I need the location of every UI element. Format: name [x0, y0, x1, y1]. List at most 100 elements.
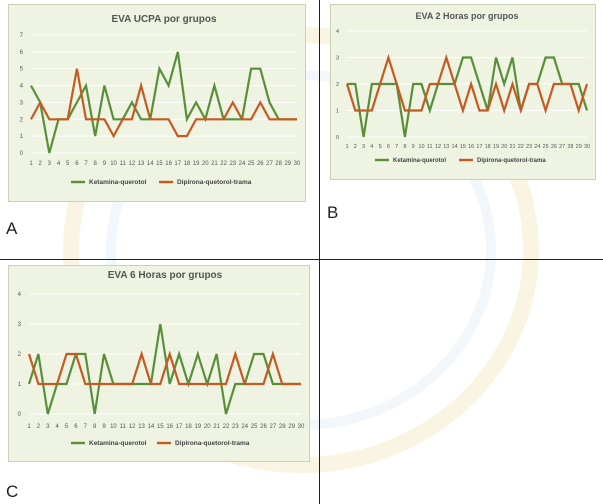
x-tick-label: 18 [184, 161, 191, 167]
series-line-dipirona [345, 53, 589, 115]
x-tick-label: 22 [518, 144, 524, 150]
y-tick-label: 0 [18, 412, 22, 418]
x-tick-label: 24 [239, 161, 246, 167]
panel-label-a: A [6, 219, 18, 238]
x-tick-label: 14 [148, 424, 155, 430]
x-tick-label: 5 [379, 144, 382, 150]
x-tick-label: 29 [288, 424, 295, 430]
x-tick-label: 16 [165, 161, 172, 167]
x-tick-label: 4 [370, 144, 373, 150]
x-tick-label: 17 [476, 144, 482, 150]
x-tick-label: 15 [460, 144, 466, 150]
x-tick-label: 29 [576, 144, 582, 150]
x-tick-label: 10 [110, 424, 117, 430]
vertical-divider [319, 0, 320, 504]
x-tick-label: 13 [138, 161, 145, 167]
x-tick-label: 13 [443, 144, 449, 150]
x-tick-label: 27 [266, 161, 273, 167]
y-tick-label: 3 [20, 100, 24, 106]
x-tick-label: 28 [567, 144, 573, 150]
y-tick-label: 3 [336, 56, 339, 62]
x-tick-label: 18 [485, 144, 491, 150]
x-tick-label: 6 [387, 144, 390, 150]
legend-label: Dipirona-quetorol-trama [177, 179, 252, 186]
x-tick-label: 22 [223, 424, 230, 430]
x-tick-label: 30 [294, 161, 301, 167]
x-tick-label: 1 [345, 144, 348, 150]
x-tick-label: 5 [65, 424, 69, 430]
x-tick-label: 13 [138, 424, 145, 430]
x-tick-label: 4 [57, 161, 61, 167]
y-tick-label: 0 [20, 151, 24, 157]
series-line-dipirona [27, 350, 301, 386]
series-line-dipirona [30, 68, 297, 139]
x-tick-label: 28 [275, 161, 282, 167]
series-line-ketamina [347, 56, 589, 138]
series-line-ketamina [27, 323, 301, 415]
x-tick-label: 9 [103, 161, 107, 167]
x-tick-label: 11 [427, 144, 433, 150]
chart-title: EVA UCPA por grupos [112, 14, 217, 25]
legend-label: Ketamina-querotol [393, 158, 446, 164]
chart-panel-eva-6-horas: EVA 6 Horas por grupos 0 1 2 3 4 1 2 3 4 5 6 7 8 9 10 11… [8, 265, 310, 462]
x-tick-label: 23 [526, 144, 532, 150]
x-tick-label: 17 [176, 424, 183, 430]
x-tick-label: 20 [204, 424, 211, 430]
chart-panel-eva-ucpa: EVA UCPA por grupos 0 1 2 3 4 5 6 7 1 2 3 4 5 6 7 8 9 10 11… [8, 4, 306, 202]
x-tick-label: 25 [543, 144, 549, 150]
x-tick-label: 2 [39, 161, 43, 167]
x-tick-label: 26 [551, 144, 557, 150]
y-tick-label: 1 [20, 134, 24, 140]
y-tick-label: 7 [20, 33, 24, 39]
y-tick-label: 5 [20, 67, 24, 73]
x-tick-label: 16 [468, 144, 474, 150]
x-tick-label: 15 [157, 424, 164, 430]
x-tick-label: 21 [211, 161, 218, 167]
x-tick-label: 11 [120, 161, 127, 167]
x-tick-label: 8 [93, 424, 97, 430]
x-tick-label: 7 [84, 424, 88, 430]
x-tick-label: 15 [156, 161, 163, 167]
x-tick-label: 2 [354, 144, 357, 150]
chart-title: EVA 6 Horas por grupos [108, 270, 223, 281]
y-tick-label: 2 [20, 117, 24, 123]
x-tick-label: 8 [94, 161, 98, 167]
chart-title: EVA 2 Horas por grupos [415, 11, 518, 21]
x-tick-label: 30 [584, 144, 590, 150]
x-tick-label: 25 [248, 161, 255, 167]
x-tick-label: 18 [185, 424, 192, 430]
x-tick-label: 10 [418, 144, 424, 150]
x-tick-label: 17 [174, 161, 181, 167]
y-tick-label: 3 [18, 322, 22, 328]
x-tick-label: 16 [166, 424, 173, 430]
x-tick-label: 3 [48, 161, 52, 167]
x-tick-label: 10 [110, 161, 117, 167]
x-tick-label: 19 [193, 161, 200, 167]
y-tick-label: 4 [336, 29, 339, 35]
x-tick-label: 3 [362, 144, 365, 150]
y-tick-label: 0 [336, 135, 339, 141]
x-tick-label: 12 [129, 424, 136, 430]
y-tick-label: 2 [336, 82, 339, 88]
x-tick-label: 22 [220, 161, 227, 167]
x-tick-label: 21 [213, 424, 220, 430]
y-tick-label: 4 [18, 292, 22, 298]
x-tick-label: 27 [559, 144, 565, 150]
x-tick-label: 29 [284, 161, 291, 167]
y-tick-label: 2 [18, 352, 22, 358]
x-tick-label: 9 [412, 144, 415, 150]
y-tick-label: 6 [20, 50, 24, 56]
x-tick-label: 28 [279, 424, 286, 430]
x-tick-label: 12 [435, 144, 441, 150]
x-tick-label: 3 [46, 424, 50, 430]
x-tick-label: 27 [270, 424, 277, 430]
x-tick-label: 7 [395, 144, 398, 150]
x-tick-label: 19 [194, 424, 201, 430]
panel-label-c: C [6, 482, 19, 501]
x-tick-label: 9 [102, 424, 106, 430]
x-tick-label: 26 [257, 161, 264, 167]
x-tick-label: 23 [229, 161, 236, 167]
x-tick-label: 7 [84, 161, 88, 167]
x-tick-label: 1 [29, 161, 33, 167]
